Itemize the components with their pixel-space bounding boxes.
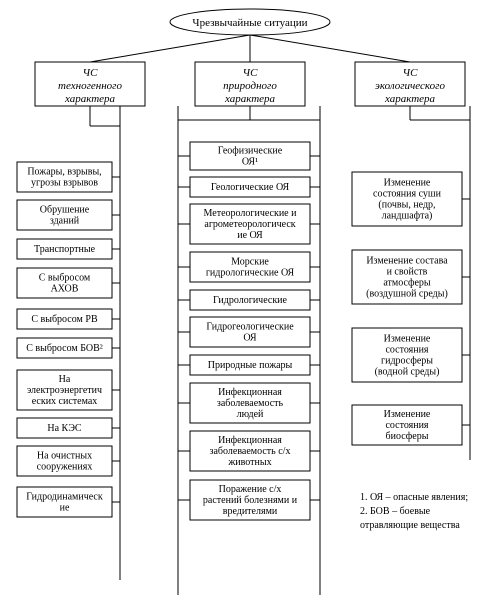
- svg-text:электроэнергетич: электроэнергетич: [27, 385, 102, 396]
- svg-text:(почвы, недр,: (почвы, недр,: [378, 200, 435, 211]
- svg-text:Изменение: Изменение: [384, 178, 431, 189]
- svg-text:животных: животных: [227, 457, 271, 468]
- svg-text:вредителями: вредителями: [223, 506, 278, 517]
- svg-text:На КЭС: На КЭС: [47, 423, 82, 434]
- svg-text:ие ОЯ: ие ОЯ: [237, 230, 263, 241]
- svg-text:еских системах: еских системах: [32, 396, 98, 407]
- svg-text:агрометеорологическ: агрометеорологическ: [204, 219, 295, 230]
- svg-text:природного: природного: [223, 80, 277, 92]
- svg-text:Поражение с/х: Поражение с/х: [219, 484, 282, 495]
- svg-text:(водной среды): (водной среды): [375, 367, 440, 378]
- svg-text:атмосферы: атмосферы: [383, 278, 431, 289]
- svg-text:людей: людей: [237, 409, 264, 420]
- svg-text:Метеорологические и: Метеорологические и: [204, 208, 298, 219]
- svg-text:ие: ие: [60, 503, 70, 514]
- emergency-classification-diagram: Чрезвычайные ситуацииЧСтехногенногохарак…: [0, 0, 500, 607]
- svg-text:Пожары, взрывы,: Пожары, взрывы,: [27, 167, 101, 178]
- svg-text:Обрушение: Обрушение: [40, 205, 90, 216]
- svg-text:2. БОВ – боевые: 2. БОВ – боевые: [360, 506, 431, 517]
- svg-text:ОЯ: ОЯ: [243, 333, 257, 344]
- svg-text:Гидрологические: Гидрологические: [213, 295, 288, 306]
- svg-text:1. ОЯ – опасные явления;: 1. ОЯ – опасные явления;: [360, 492, 468, 503]
- svg-text:Геофизические: Геофизические: [218, 146, 283, 157]
- svg-text:Природные пожары: Природные пожары: [208, 360, 293, 371]
- svg-text:экологического: экологического: [375, 80, 445, 92]
- svg-text:зданий: зданий: [50, 216, 80, 227]
- svg-text:состояния суши: состояния суши: [373, 189, 442, 200]
- svg-text:состояния: состояния: [385, 420, 428, 431]
- svg-text:заболеваемость с/х: заболеваемость с/х: [210, 446, 291, 457]
- svg-text:Транспортные: Транспортные: [34, 244, 96, 255]
- svg-text:На очистных: На очистных: [37, 451, 92, 462]
- svg-text:На: На: [59, 374, 71, 385]
- svg-text:гидрологические ОЯ: гидрологические ОЯ: [206, 268, 295, 279]
- svg-text:сооружениях: сооружениях: [37, 462, 93, 473]
- svg-text:ЧС: ЧС: [403, 67, 419, 79]
- svg-text:техногенного: техногенного: [58, 80, 122, 92]
- svg-text:Гидрогеологические: Гидрогеологические: [206, 322, 294, 333]
- svg-text:(воздушной среды): (воздушной среды): [366, 289, 448, 300]
- svg-text:ландшафта): ландшафта): [382, 211, 433, 222]
- svg-text:Изменение: Изменение: [384, 409, 431, 420]
- svg-text:ЧС: ЧС: [243, 67, 259, 79]
- svg-text:С выбросом РВ: С выбросом РВ: [31, 314, 98, 325]
- svg-text:угрозы взрывов: угрозы взрывов: [31, 178, 98, 189]
- svg-text:Изменение состава: Изменение состава: [366, 256, 448, 267]
- svg-text:характера: характера: [64, 93, 116, 105]
- svg-text:ЧС: ЧС: [83, 67, 99, 79]
- svg-text:Геологические ОЯ: Геологические ОЯ: [211, 182, 290, 193]
- svg-text:Инфекционная: Инфекционная: [218, 387, 282, 398]
- svg-text:Инфекционная: Инфекционная: [218, 435, 282, 446]
- svg-text:АХОВ: АХОВ: [51, 284, 79, 295]
- svg-text:Чрезвычайные ситуации: Чрезвычайные ситуации: [192, 17, 307, 29]
- svg-text:характера: характера: [224, 93, 276, 105]
- svg-text:отравляющие вещества: отравляющие вещества: [360, 520, 460, 531]
- svg-text:Гидродинамическ: Гидродинамическ: [26, 492, 103, 503]
- svg-text:и свойств: и свойств: [387, 267, 428, 278]
- svg-text:заболеваемость: заболеваемость: [217, 398, 284, 409]
- svg-text:Изменение: Изменение: [384, 334, 431, 345]
- svg-text:Морские: Морские: [231, 257, 269, 268]
- svg-text:ОЯ¹: ОЯ¹: [242, 157, 258, 168]
- svg-text:состояния: состояния: [385, 345, 428, 356]
- svg-text:биосферы: биосферы: [386, 431, 429, 442]
- svg-text:характера: характера: [384, 93, 436, 105]
- svg-text:С выбросом БОВ²: С выбросом БОВ²: [26, 343, 103, 354]
- svg-text:С выбросом: С выбросом: [39, 273, 91, 284]
- svg-text:гидросферы: гидросферы: [381, 356, 433, 367]
- svg-text:растений болезнями и: растений болезнями и: [203, 495, 298, 506]
